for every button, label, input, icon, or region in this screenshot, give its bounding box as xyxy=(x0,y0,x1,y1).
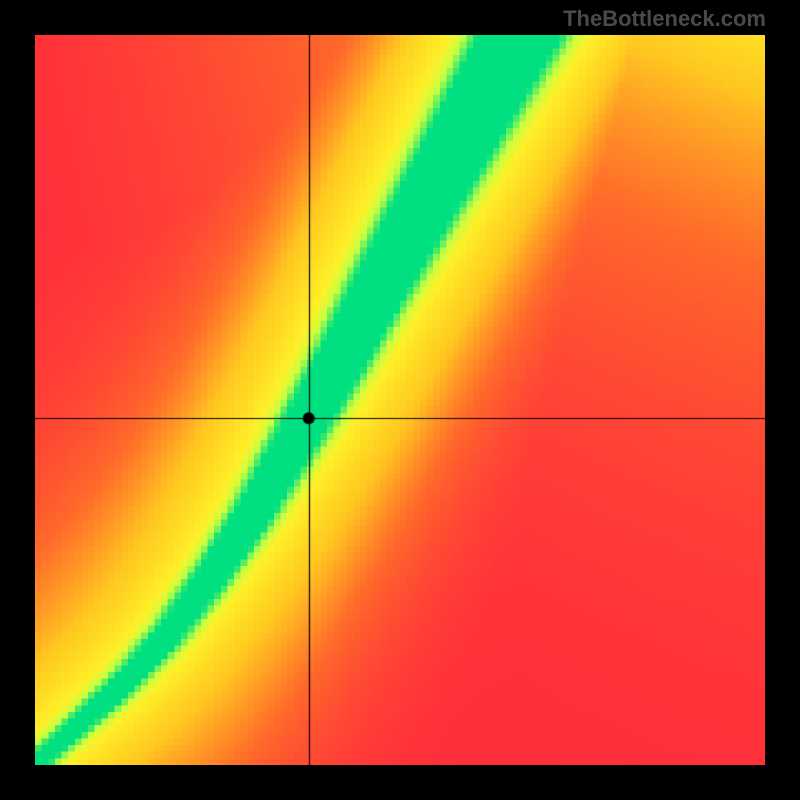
chart-container: TheBottleneck.com xyxy=(0,0,800,800)
heatmap-canvas xyxy=(35,35,765,765)
watermark-text: TheBottleneck.com xyxy=(563,6,766,32)
